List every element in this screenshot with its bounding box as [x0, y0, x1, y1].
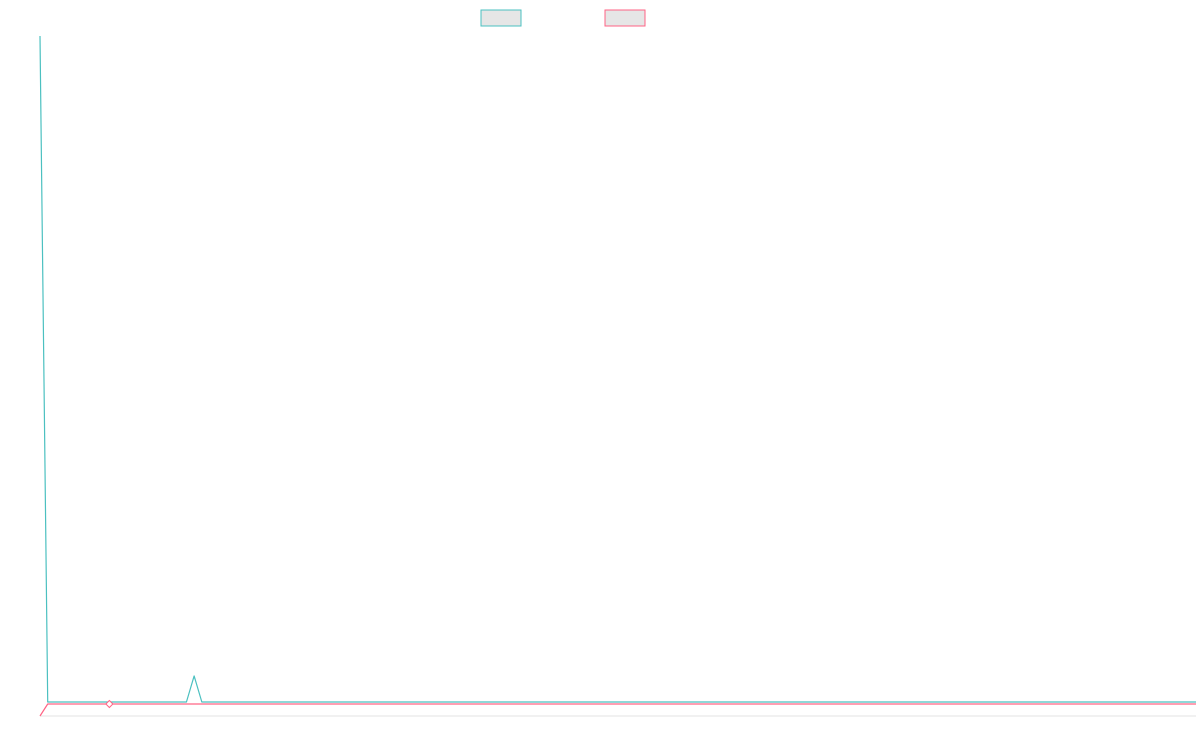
- series-line-0: [39, 35, 1196, 703]
- plot-area: [39, 35, 1196, 717]
- series-line-1: [39, 703, 1196, 717]
- legend[interactable]: [480, 9, 646, 27]
- legend-swatch-0[interactable]: [480, 9, 522, 27]
- series-point-marker-1: [105, 699, 114, 709]
- legend-swatch-1[interactable]: [604, 9, 646, 27]
